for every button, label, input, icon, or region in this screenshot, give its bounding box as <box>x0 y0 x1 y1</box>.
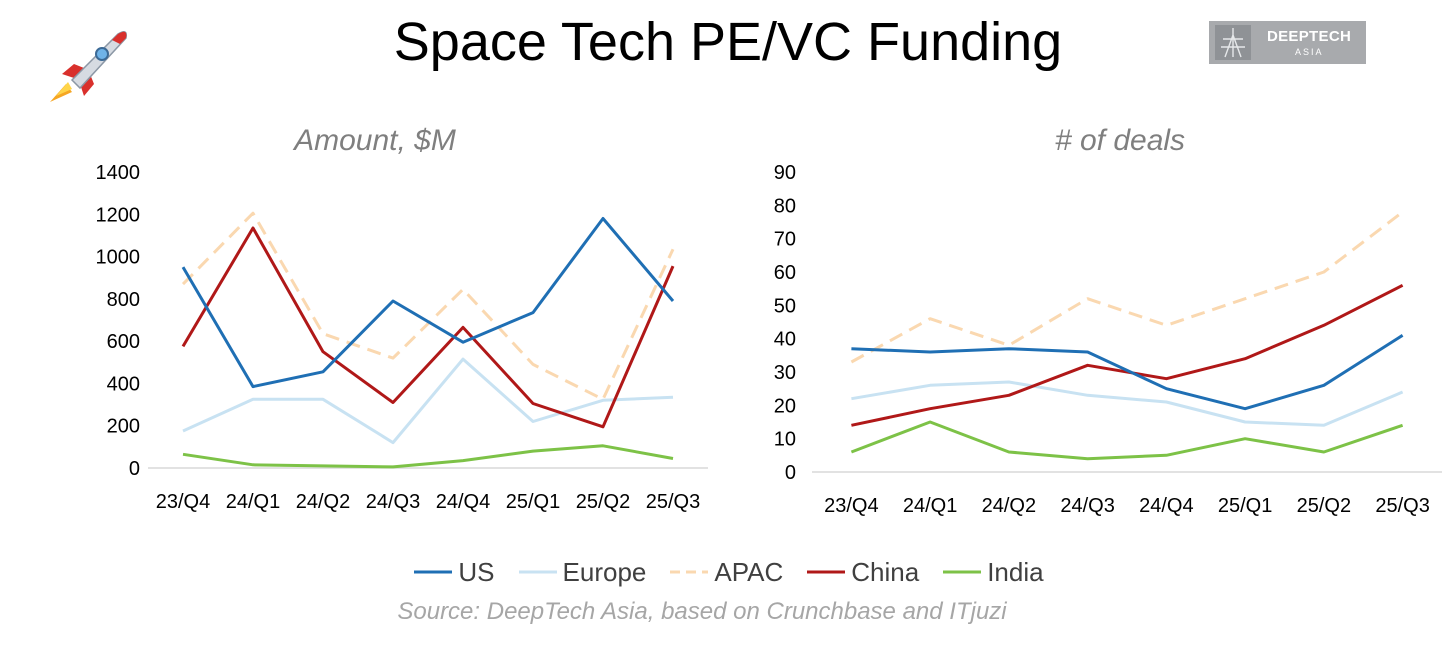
y-tick-label: 0 <box>785 462 796 484</box>
series-line-us <box>851 334 1404 411</box>
legend-swatch <box>518 570 557 574</box>
source-note: Source: DeepTech Asia, based on Crunchba… <box>397 598 1007 625</box>
y-tick-label: 1400 <box>96 162 141 184</box>
x-tick-label: 25/Q3 <box>1375 495 1429 517</box>
x-tick-label: 25/Q1 <box>506 491 560 513</box>
legend-swatch <box>943 570 982 574</box>
y-tick-label: 60 <box>774 262 796 284</box>
legend-item-india: India <box>941 556 1044 588</box>
y-tick-label: 20 <box>774 395 796 417</box>
x-tick-label: 24/Q2 <box>982 495 1036 517</box>
y-tick-label: 600 <box>107 331 140 353</box>
x-tick-label: 25/Q3 <box>646 491 700 513</box>
legend-label: APAC <box>714 556 784 587</box>
x-tick-label: 25/Q2 <box>576 491 630 513</box>
chart-title: Amount, $M <box>292 124 456 157</box>
y-tick-label: 400 <box>107 373 140 395</box>
x-tick-label: 24/Q4 <box>436 491 490 513</box>
series-line-china <box>851 283 1404 427</box>
legend-item-china: China <box>805 557 919 588</box>
deals-chart-svg: # of deals 0 10 20 30 40 50 60 70 80 90 23/Q4 24/Q1 2… <box>774 124 1442 517</box>
y-tick-label: 1000 <box>96 247 141 269</box>
x-tick-label: 24/Q2 <box>296 491 350 513</box>
x-tick-label: 25/Q2 <box>1297 495 1351 517</box>
legend-swatch <box>414 570 453 574</box>
x-tick-label: 24/Q3 <box>1060 495 1114 517</box>
y-tick-label: 70 <box>774 229 796 251</box>
chart-legend: US Europe APAC China India <box>0 554 1456 590</box>
legend-item-europe: Europe <box>517 556 647 588</box>
legend-item-apac: APAC <box>668 557 783 588</box>
amount-chart-svg: Amount, $M 0 200 400 600 800 1000 1200 1400 23/Q4… <box>96 124 708 513</box>
x-tick-label: 24/Q3 <box>366 491 420 513</box>
legend-item-us: US <box>412 556 495 588</box>
series-line-europe <box>182 357 674 445</box>
y-tick-label: 50 <box>774 295 796 317</box>
y-tick-label: 800 <box>107 289 140 311</box>
series-line-apac <box>181 211 675 401</box>
y-tick-label: 40 <box>774 329 796 351</box>
deeptech-asia-logo: DEEPTECH ASIA <box>1209 21 1366 64</box>
y-tick-label: 80 <box>774 195 796 217</box>
series-line-india <box>850 420 1404 461</box>
x-tick-label: 25/Q1 <box>1218 495 1272 517</box>
y-tick-label: 0 <box>129 458 140 480</box>
chart-title: # of deals <box>1055 124 1185 157</box>
logo-text-asia: ASIA <box>1295 47 1324 57</box>
logo-text-deeptech: DEEPTECH <box>1267 28 1352 45</box>
legend-label: Europe <box>562 556 647 587</box>
y-tick-label: 30 <box>774 362 796 384</box>
legend-label: China <box>851 556 920 587</box>
legend-swatch <box>807 570 846 574</box>
y-tick-label: 90 <box>774 162 796 184</box>
x-tick-label: 24/Q1 <box>903 495 957 517</box>
deals-chart: # of deals 0 10 20 30 40 50 60 70 80 90 23/Q4 24/Q1 2… <box>740 110 1450 530</box>
series-line-india <box>182 444 674 469</box>
series-line-apac <box>850 210 1404 364</box>
x-tick-label: 23/Q4 <box>156 491 210 513</box>
legend-label: India <box>987 556 1044 587</box>
y-tick-label: 10 <box>774 429 796 451</box>
y-tick-label: 200 <box>107 416 140 438</box>
x-tick-label: 24/Q4 <box>1139 495 1193 517</box>
x-tick-label: 23/Q4 <box>824 495 878 517</box>
x-tick-label: 24/Q1 <box>226 491 280 513</box>
series-line-china <box>181 226 675 429</box>
rocket-icon <box>50 31 128 102</box>
legend-label: US <box>458 556 495 587</box>
legend-swatch <box>670 570 709 574</box>
logo-mark-icon <box>1215 25 1251 60</box>
amount-chart: Amount, $M 0 200 400 600 800 1000 1200 1400 23/Q4… <box>20 110 720 530</box>
series-line-europe <box>851 380 1404 427</box>
series-line-us <box>181 217 675 389</box>
page-title: Space Tech PE/VC Funding <box>393 12 1063 72</box>
y-tick-label: 1200 <box>96 204 141 226</box>
